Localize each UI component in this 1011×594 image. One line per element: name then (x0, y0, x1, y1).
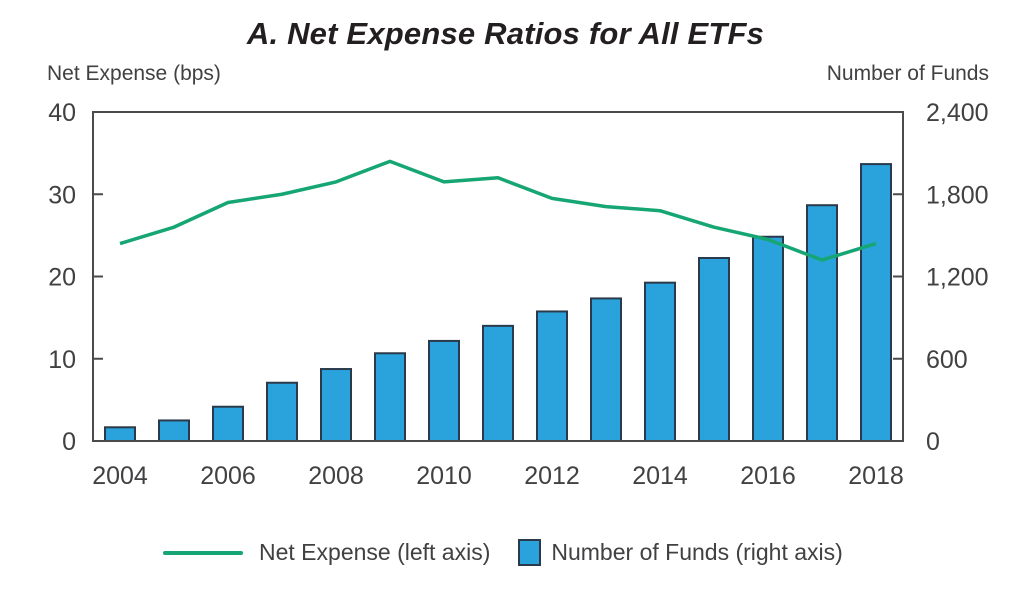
left-axis-tick-label-20: 20 (48, 264, 76, 292)
x-axis-tick-label-2014: 2014 (632, 462, 688, 490)
bar-2004 (104, 426, 136, 442)
bar-2015 (698, 256, 730, 442)
x-axis-tick-label-2010: 2010 (416, 462, 472, 490)
right-axis-title: Number of Funds (826, 62, 989, 85)
left-axis-tick-label-0: 0 (62, 428, 76, 456)
bar-2007 (266, 381, 298, 443)
x-axis-tick-label-2006: 2006 (200, 462, 256, 490)
bar-2009 (374, 352, 406, 442)
bar-2010 (428, 339, 460, 442)
bar-2005 (158, 419, 190, 442)
bar-2006 (212, 405, 244, 442)
bar-2008 (320, 368, 352, 442)
left-axis-title: Net Expense (bps) (47, 62, 221, 85)
bar-2012 (536, 310, 568, 442)
x-axis-tick-label-2004: 2004 (92, 462, 148, 490)
right-axis-tick-label-0: 0 (926, 428, 940, 456)
x-axis-tick-label-2012: 2012 (524, 462, 580, 490)
bar-2018 (860, 163, 892, 442)
bar-2016 (752, 235, 784, 442)
number-of-funds-legend-label: Number of Funds (right axis) (551, 539, 843, 565)
bar-2013 (590, 297, 622, 442)
bar-2011 (482, 324, 514, 443)
left-axis-tick-label-30: 30 (48, 181, 76, 209)
right-axis-tick-label-1200: 1,200 (926, 264, 989, 292)
chart-legend: Net Expense (left axis) Number of Funds … (163, 539, 843, 566)
left-axis-tick-label-40: 40 (48, 99, 76, 127)
left-axis-tick-label-10: 10 (48, 346, 76, 374)
x-axis-tick-label-2016: 2016 (740, 462, 796, 490)
bar-2014 (644, 281, 676, 443)
right-axis-tick-label-2400: 2,400 (926, 99, 989, 127)
bar-2017 (806, 204, 838, 442)
x-axis-tick-label-2018: 2018 (848, 462, 904, 490)
x-axis-tick-label-2008: 2008 (308, 462, 364, 490)
chart-title: A. Net Expense Ratios for All ETFs (246, 16, 765, 51)
number-of-funds-legend-swatch-icon (518, 539, 542, 566)
right-axis-tick-label-600: 600 (926, 346, 968, 374)
right-axis-tick-label-1800: 1,800 (926, 181, 989, 209)
net-expense-legend-line-icon (163, 550, 243, 555)
net-expense-line (119, 159, 877, 262)
net-expense-legend-label: Net Expense (left axis) (259, 539, 491, 565)
